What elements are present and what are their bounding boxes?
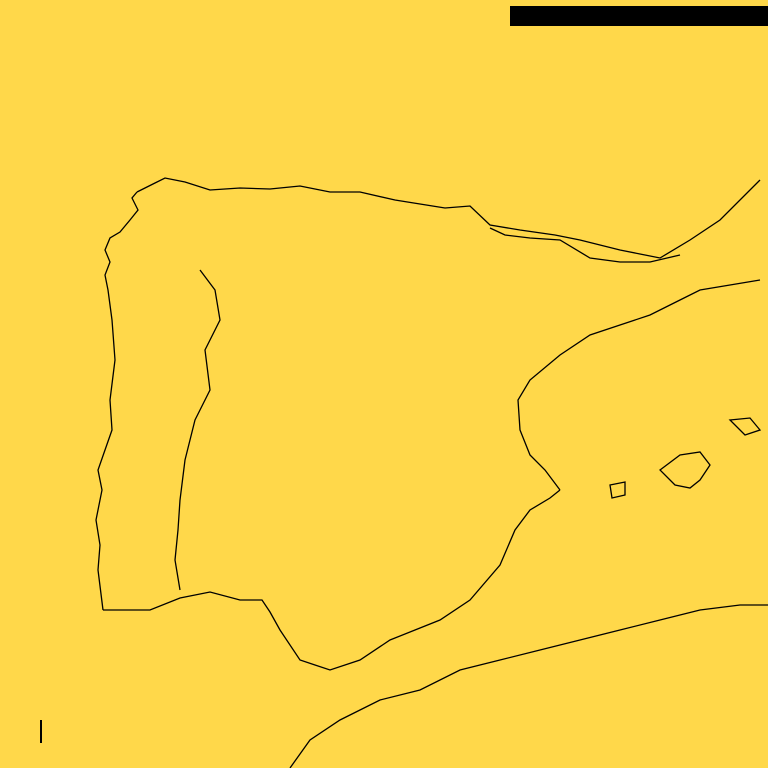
color-scale-legend: [40, 720, 42, 743]
run-banner: [510, 6, 768, 26]
